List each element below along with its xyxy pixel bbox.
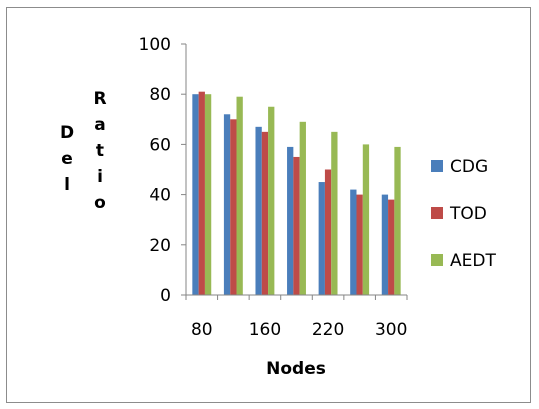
y-tick-label: 100 [139,35,171,55]
bars [192,91,401,296]
y-axis-title-char: D [60,123,74,143]
bar-aedt [331,131,338,295]
legend-item-tod: TOD [431,204,487,224]
y-axis-title-char: t [96,141,104,161]
legend-swatch [431,207,443,219]
bar-aedt [394,146,401,295]
y-axis-title-char: o [94,193,106,213]
legend-label: CDG [450,157,488,177]
y-tick-label: 60 [149,135,171,155]
bar-cdg [287,146,294,295]
bar-aedt [362,144,370,295]
x-axis: 80 160 220 300 [185,294,408,340]
bar-aedt [299,121,306,295]
bar-tod [261,131,269,295]
bar-tod [198,91,205,295]
legend-swatch [431,254,443,266]
legend-label: AEDT [450,251,496,271]
y-axis-title-char: i [97,167,103,187]
bar-aedt [236,96,243,296]
y-tick-label: 80 [149,85,171,105]
y-tick-label: 0 [160,286,171,306]
x-axis-title: Nodes [266,359,326,379]
x-tick-label: 160 [249,320,281,340]
y-tick-label: 40 [149,186,171,206]
bar-aedt [204,94,212,295]
bar-cdg [255,126,262,295]
bar-tod [324,169,332,295]
bar-cdg [318,182,325,295]
bar-tod [293,156,300,295]
y-axis-title-char: a [94,115,105,135]
y-axis-title-char: l [64,175,70,195]
bar-cdg [192,94,199,295]
y-axis: 0 20 40 60 80 100 [139,35,187,306]
legend-swatch [431,160,443,172]
x-tick-label: 300 [375,320,407,340]
bar-aedt [268,106,275,295]
bar-tod [356,194,363,295]
y-tick-label: 20 [149,236,171,256]
bar-cdg [381,194,389,295]
bar-tod [230,119,237,295]
x-tick-label: 220 [312,320,344,340]
legend: CDG TOD AEDT [431,157,496,271]
bar-tod [388,199,395,295]
bar-cdg [350,189,357,295]
x-tick-label: 80 [191,320,213,340]
bar-cdg [223,114,231,295]
y-axis-title-char: R [93,89,106,109]
legend-label: TOD [449,204,487,224]
legend-item-aedt: AEDT [431,251,496,271]
y-axis-title-char: e [61,149,73,169]
legend-item-cdg: CDG [431,157,488,177]
